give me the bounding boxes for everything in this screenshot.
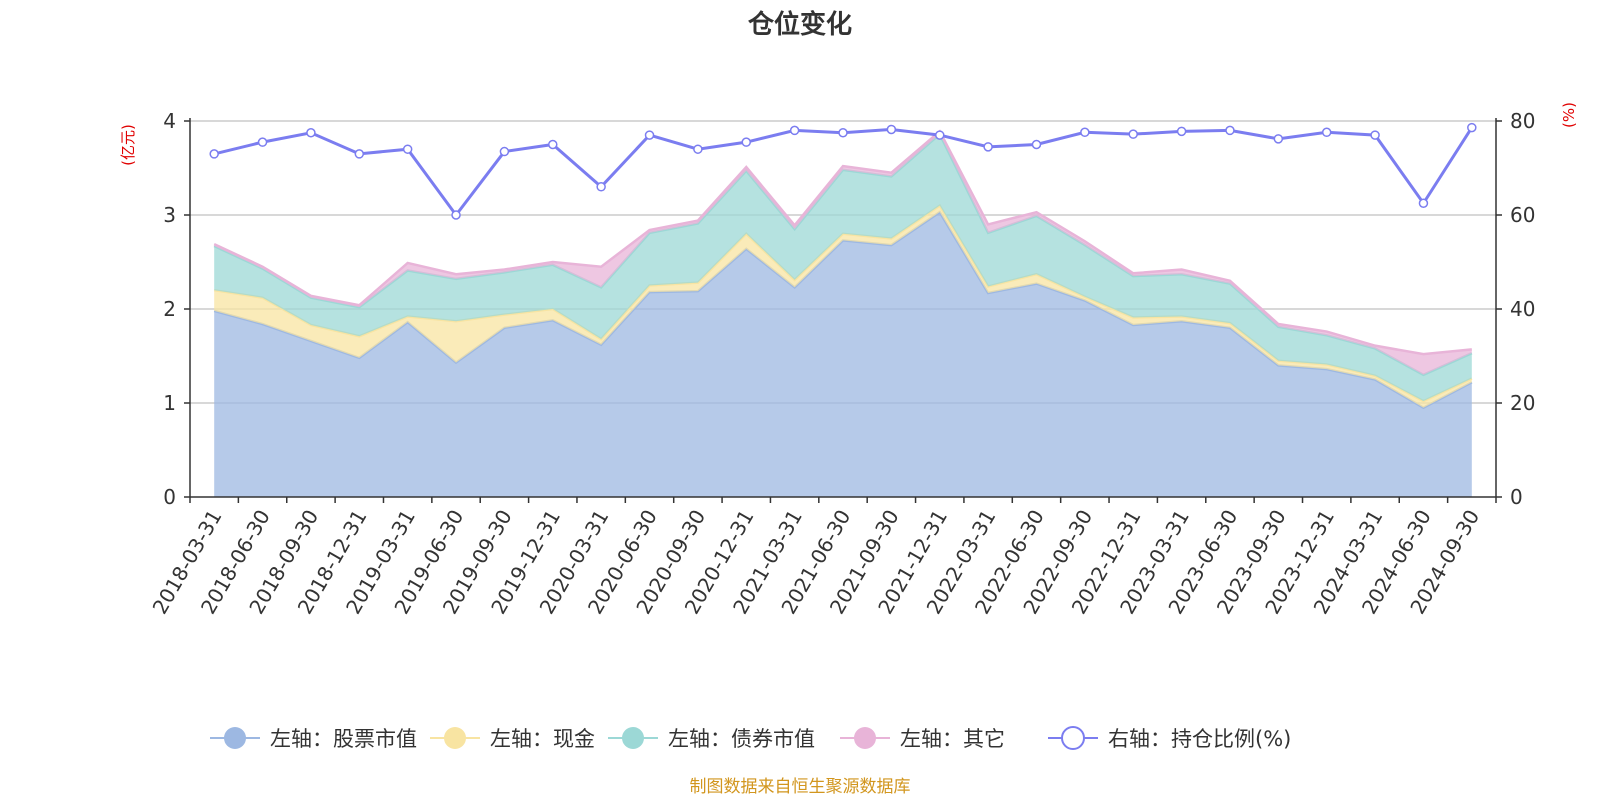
- legend: 左轴：股票市值 左轴：现金 左轴：债券市值 左轴：其它 右轴：持仓比例(%): [210, 726, 1291, 751]
- ratio-point: [209, 149, 219, 159]
- right-axis-unit-label: (%): [1560, 102, 1578, 128]
- ratio-point: [644, 130, 655, 140]
- left-axis-unit-label: (亿元): [119, 124, 137, 166]
- ratio-point: [1176, 126, 1187, 137]
- stacked-areas: [213, 129, 1473, 497]
- ratio-point: [741, 137, 752, 147]
- ratio-point: [596, 182, 606, 192]
- chart-title: 仓位变化: [747, 9, 852, 40]
- ratio-point: [983, 142, 993, 152]
- legend-circle-marker: [1061, 726, 1085, 750]
- area-series: [214, 134, 1472, 402]
- ratio-point: [499, 146, 510, 157]
- ratio-point: [257, 137, 268, 147]
- ratio-point: [1467, 122, 1477, 133]
- right-axis-tick-label: 40: [1510, 297, 1535, 321]
- left-axis-tick-label: 2: [163, 297, 176, 321]
- ratio-point: [1370, 130, 1380, 140]
- ratio-point: [306, 128, 316, 138]
- right-axis-tick-label: 80: [1510, 109, 1535, 133]
- left-axis-tick-label: 3: [163, 203, 176, 227]
- right-axis-tick-label: 20: [1510, 391, 1535, 415]
- legend-item: 左轴：现金: [430, 727, 595, 751]
- ratio-point: [838, 128, 848, 138]
- ratio-point: [354, 149, 365, 159]
- legend-item: 左轴：股票市值: [210, 727, 417, 751]
- area-series-edge: [213, 129, 1472, 356]
- ratio-point: [1418, 198, 1429, 208]
- legend-circle-marker: [444, 727, 466, 749]
- ratio-point: [1273, 134, 1284, 144]
- legend-label: 左轴：债券市值: [668, 727, 815, 751]
- legend-item: 左轴：债券市值: [608, 727, 815, 751]
- legend-item: 右轴：持仓比例(%): [1048, 726, 1291, 751]
- left-axis-tick-label: 4: [163, 109, 176, 133]
- ratio-line-series: [209, 122, 1477, 220]
- ratio-point: [402, 144, 413, 154]
- legend-label: 右轴：持仓比例(%): [1108, 727, 1291, 751]
- ratio-point: [693, 144, 703, 154]
- legend-item: 左轴：其它: [840, 727, 1005, 751]
- area-series: [214, 212, 1472, 497]
- ratio-point: [1031, 139, 1042, 150]
- left-axis-tick-label: 0: [163, 485, 176, 509]
- legend-label: 左轴：股票市值: [270, 727, 417, 751]
- legend-circle-marker: [854, 727, 876, 749]
- legend-circle-marker: [622, 727, 644, 749]
- ratio-point: [1080, 127, 1090, 138]
- right-axis-tick-label: 60: [1510, 203, 1535, 227]
- left-axis-tick-label: 1: [163, 391, 176, 415]
- ratio-point: [1321, 127, 1332, 138]
- legend-label: 左轴：现金: [490, 727, 595, 751]
- right-axis-tick-label: 0: [1510, 485, 1523, 509]
- ratio-point: [934, 130, 945, 140]
- ratio-point: [789, 125, 800, 136]
- legend-circle-marker: [224, 727, 246, 749]
- ratio-point: [548, 139, 558, 150]
- ratio-point: [1128, 129, 1138, 139]
- ratio-point: [451, 210, 461, 220]
- data-source-note: 制图数据来自恒生聚源数据库: [690, 777, 911, 797]
- ratio-point: [1225, 125, 1235, 136]
- legend-label: 左轴：其它: [900, 727, 1005, 751]
- ratio-point: [886, 124, 897, 135]
